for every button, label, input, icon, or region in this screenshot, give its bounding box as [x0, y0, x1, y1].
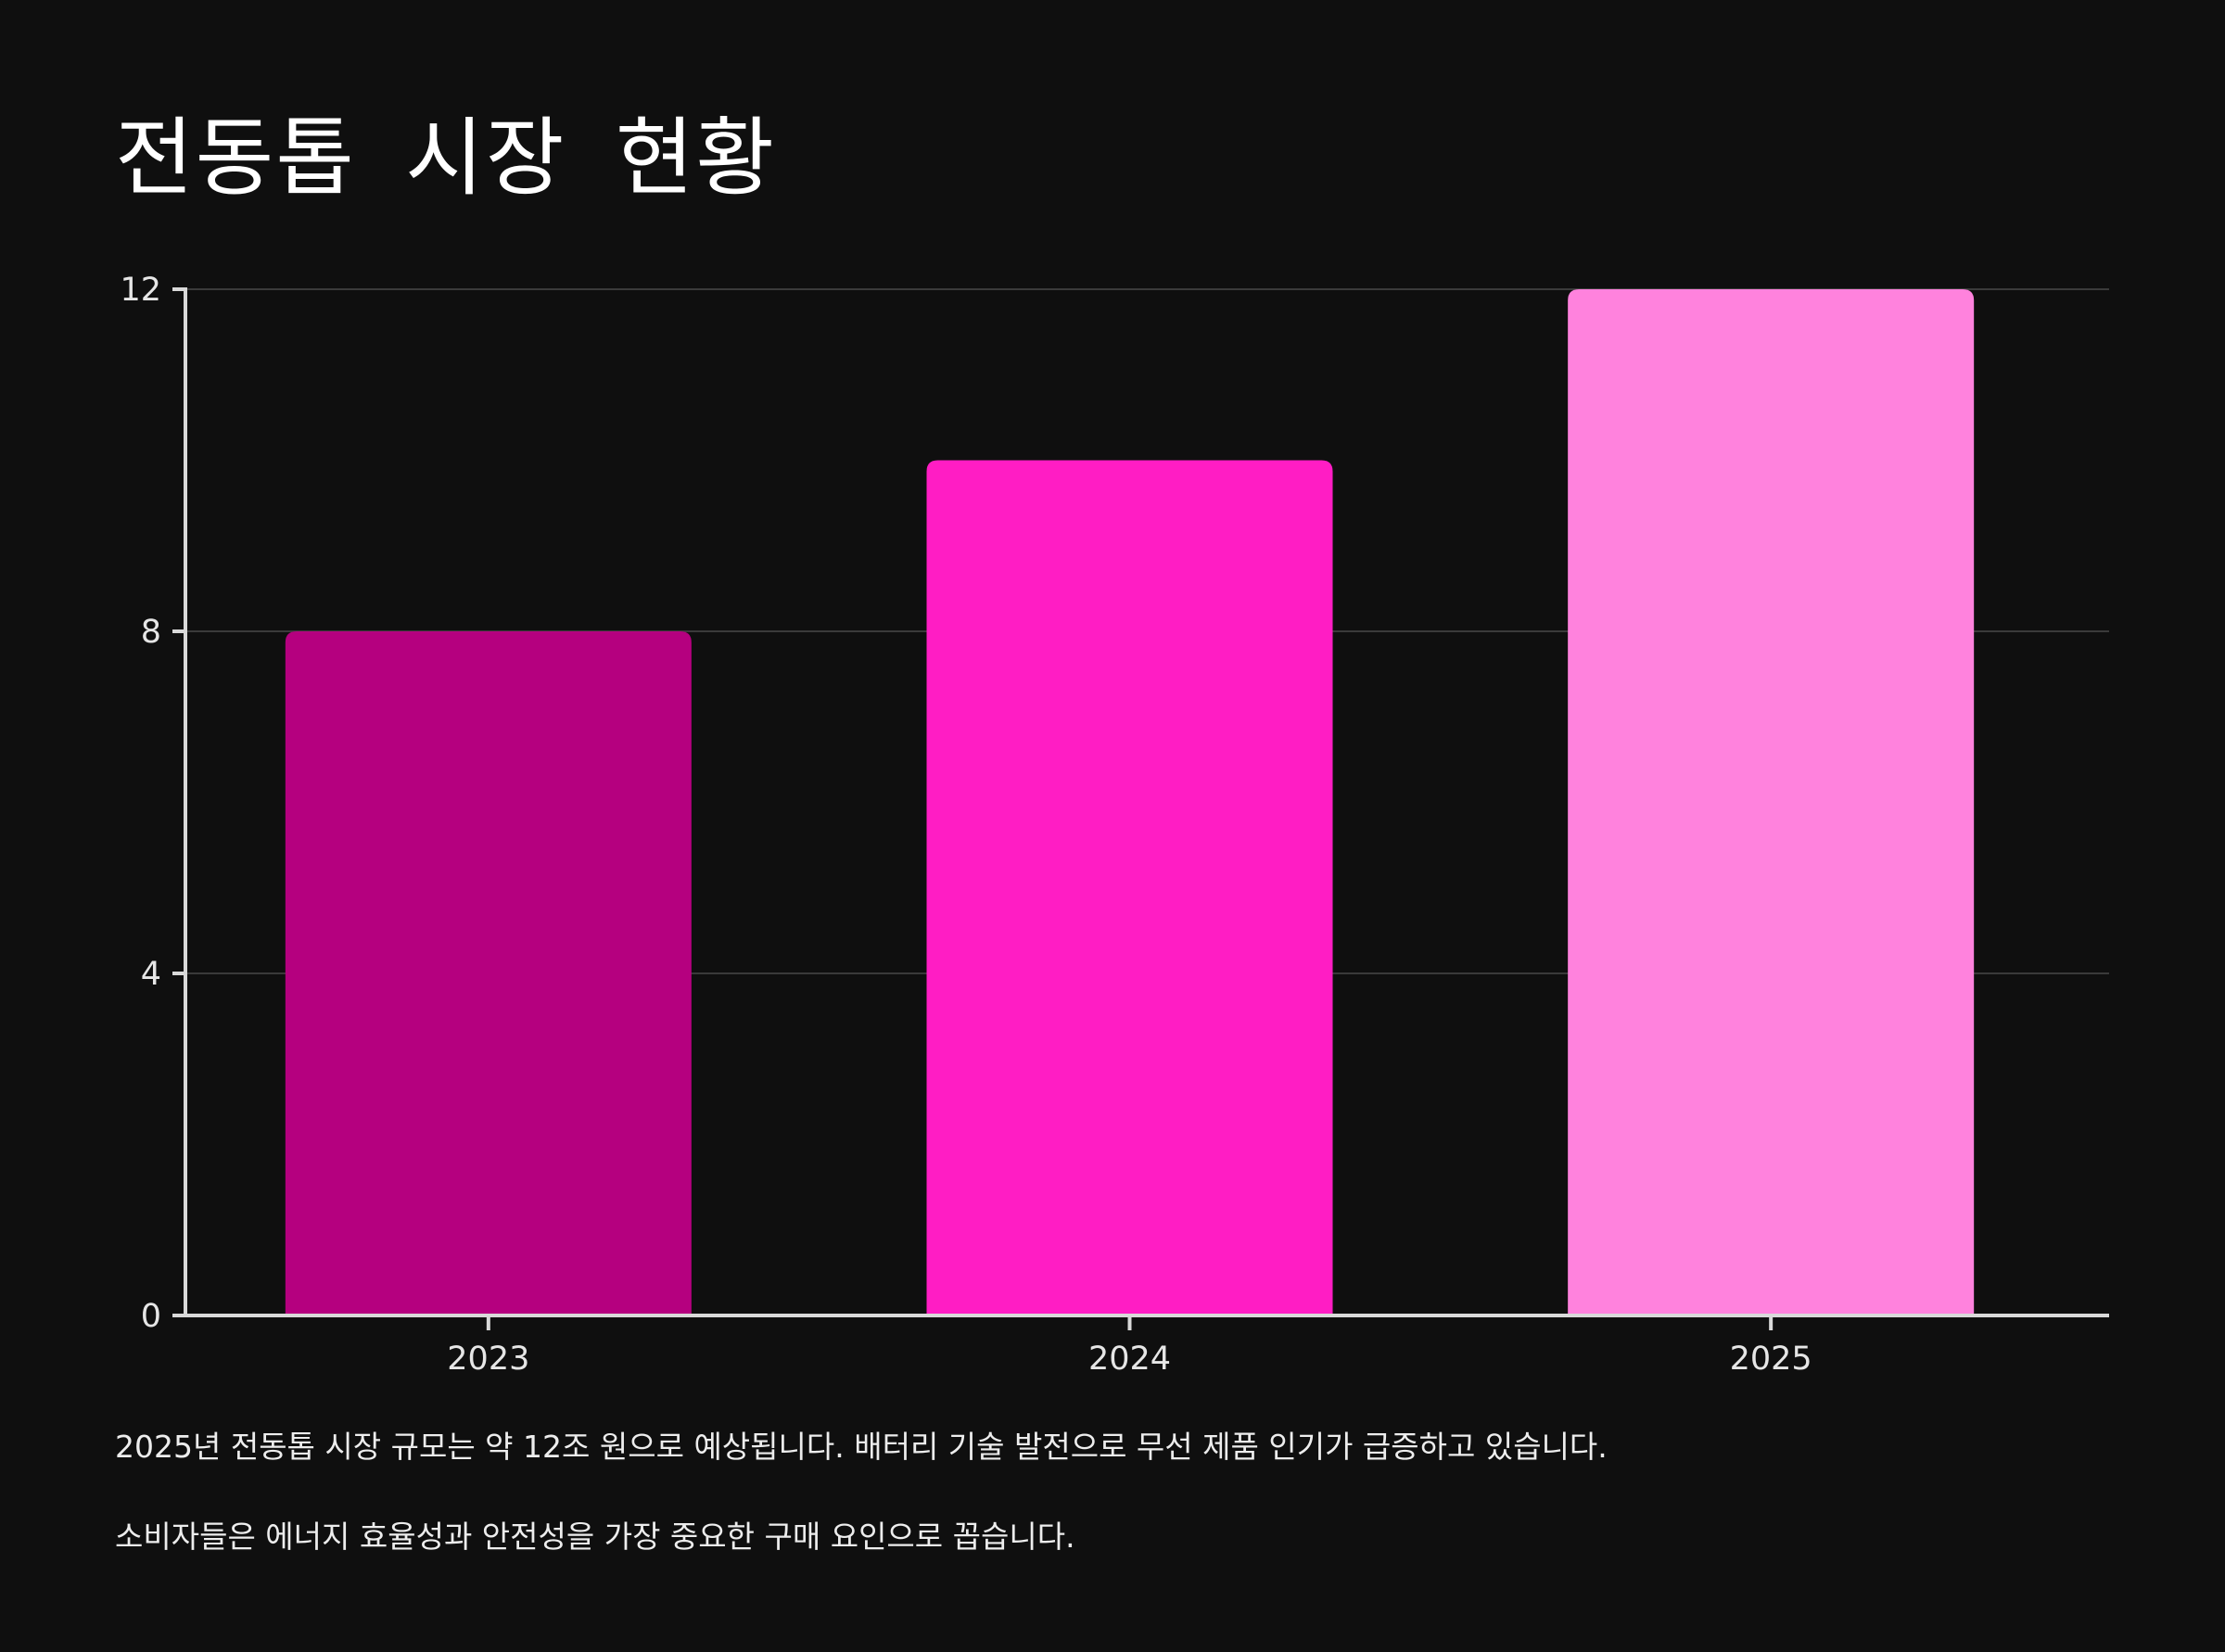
x-tick-label-2025: 2025	[1730, 1341, 1812, 1378]
chart-note-market-size: 2025년 전동톱 시장 규모는 약 12조 원으로 예상됩니다. 배터리 기술…	[115, 1429, 1608, 1465]
x-tick-label-2024: 2024	[1088, 1341, 1171, 1378]
bar-2023	[285, 631, 692, 1315]
chart-note-consumer-factors: 소비자들은 에너지 효율성과 안전성을 가장 중요한 구매 요인으로 꼽습니다.	[115, 1519, 1075, 1555]
y-tick-label-8: 8	[141, 614, 161, 651]
y-tick-label-12: 12	[120, 272, 161, 309]
axes	[172, 287, 2109, 1330]
tick-labels: 0 4 8 12 2023 2024 2025	[120, 272, 1812, 1378]
page-title: 전동톱 시장 현황	[115, 108, 776, 208]
bars	[285, 289, 1975, 1315]
bar-2025	[1568, 289, 1975, 1315]
x-tick-label-2023: 2023	[447, 1341, 529, 1378]
y-tick-label-0: 0	[141, 1298, 161, 1335]
y-tick-label-4: 4	[141, 956, 161, 993]
bar-2024	[926, 460, 1333, 1315]
